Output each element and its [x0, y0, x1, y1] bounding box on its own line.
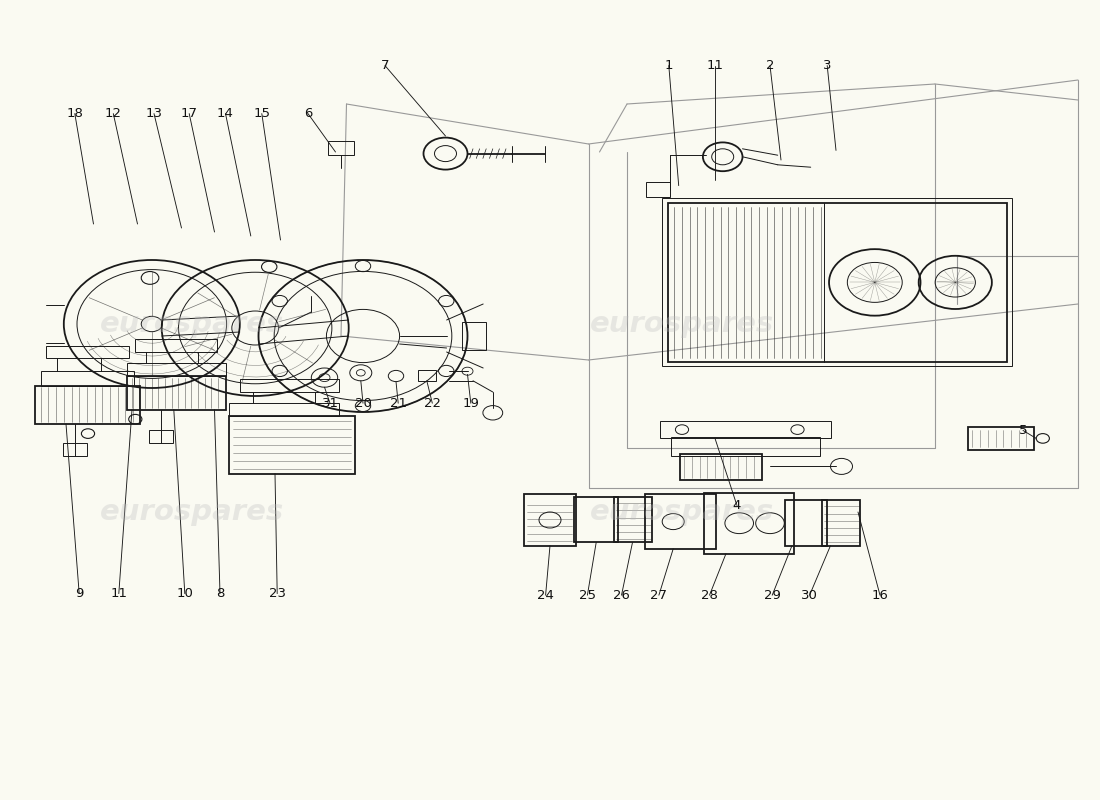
- Text: eurospares: eurospares: [590, 498, 774, 526]
- Text: 10: 10: [176, 587, 194, 600]
- Text: 19: 19: [462, 397, 480, 410]
- Text: 7: 7: [381, 59, 389, 72]
- Bar: [785, 500, 827, 546]
- Bar: [46, 346, 129, 358]
- Text: 5: 5: [1019, 424, 1027, 437]
- Text: 27: 27: [650, 589, 668, 602]
- Text: 26: 26: [613, 589, 630, 602]
- Bar: [135, 339, 217, 352]
- Bar: [646, 182, 670, 197]
- Bar: [662, 198, 1012, 366]
- Bar: [680, 454, 762, 480]
- Bar: [126, 376, 226, 410]
- Bar: [63, 443, 87, 456]
- Bar: [671, 437, 820, 456]
- Bar: [645, 494, 716, 549]
- Text: 12: 12: [104, 107, 122, 120]
- Bar: [418, 370, 436, 381]
- Text: 9: 9: [75, 587, 84, 600]
- Text: 1: 1: [664, 59, 673, 72]
- Bar: [668, 203, 1006, 362]
- Bar: [614, 497, 652, 542]
- Text: 28: 28: [701, 589, 718, 602]
- Text: 22: 22: [424, 397, 441, 410]
- Bar: [524, 494, 576, 546]
- Bar: [41, 371, 134, 386]
- Bar: [822, 500, 860, 546]
- Bar: [126, 363, 226, 376]
- Bar: [328, 141, 354, 155]
- Text: 11: 11: [110, 587, 128, 600]
- Text: 15: 15: [253, 107, 271, 120]
- Bar: [35, 386, 140, 424]
- Text: 3: 3: [823, 59, 832, 72]
- Text: eurospares: eurospares: [100, 310, 285, 338]
- Text: 20: 20: [354, 397, 372, 410]
- Text: 17: 17: [180, 107, 198, 120]
- Text: 4: 4: [733, 499, 741, 512]
- Text: eurospares: eurospares: [100, 498, 285, 526]
- Text: 24: 24: [537, 589, 554, 602]
- Text: 6: 6: [304, 107, 312, 120]
- Text: 31: 31: [321, 397, 339, 410]
- Text: 8: 8: [216, 587, 224, 600]
- Bar: [968, 427, 1034, 450]
- Bar: [660, 421, 830, 438]
- Bar: [240, 379, 339, 392]
- Text: 16: 16: [871, 589, 889, 602]
- Text: 11: 11: [706, 59, 724, 72]
- Text: 14: 14: [217, 107, 234, 120]
- Text: 13: 13: [145, 107, 163, 120]
- Text: 25: 25: [579, 589, 596, 602]
- Text: 30: 30: [801, 589, 818, 602]
- Bar: [462, 322, 486, 350]
- Text: eurospares: eurospares: [590, 310, 774, 338]
- Bar: [704, 493, 794, 554]
- Text: 18: 18: [66, 107, 84, 120]
- Bar: [574, 497, 618, 542]
- Text: 21: 21: [389, 397, 407, 410]
- Bar: [148, 430, 173, 443]
- Text: 2: 2: [766, 59, 774, 72]
- Text: 29: 29: [763, 589, 781, 602]
- Bar: [229, 416, 355, 474]
- Bar: [229, 403, 339, 416]
- Text: 23: 23: [268, 587, 286, 600]
